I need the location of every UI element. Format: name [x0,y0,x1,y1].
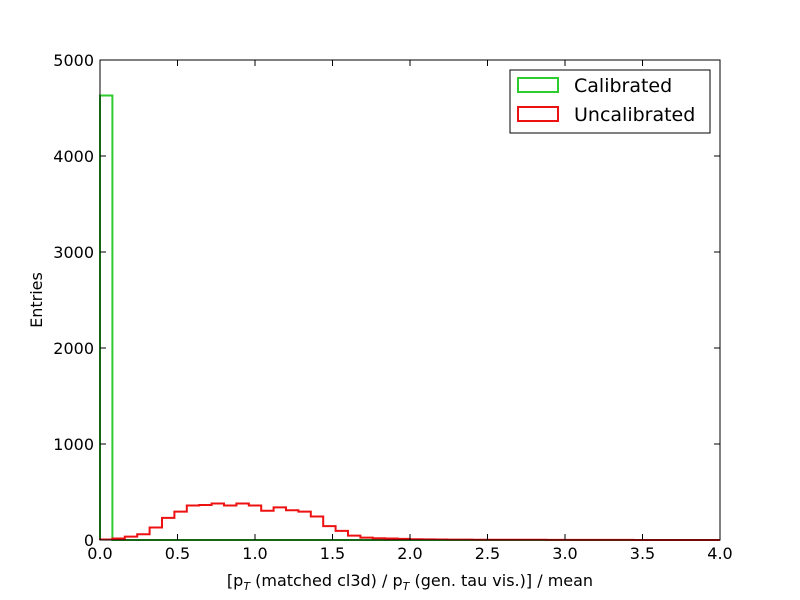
y-tick-label: 5000 [53,51,94,70]
x-axis-title: [pT (matched cl3d) / pT (gen. tau vis.)]… [227,571,593,593]
y-tick-label: 4000 [53,147,94,166]
x-axis-title-sub-2: T [403,580,411,593]
y-tick-label: 0 [84,531,94,550]
x-tick-label: 2.0 [397,544,422,563]
x-tick-label: 2.5 [475,544,500,563]
y-axis-title: Entries [27,272,46,328]
x-tick-label: 3.0 [552,544,577,563]
x-axis-title-sub-1: T [243,580,251,593]
x-axis-title-part-3: (gen. tau vis.)] / mean [409,571,593,590]
y-tick-label: 2000 [53,339,94,358]
x-tick-label: 4.0 [707,544,732,563]
y-tick-label: 3000 [53,243,94,262]
legend-swatch-uncalibrated [517,106,559,122]
legend-label-uncalibrated: Uncalibrated [574,104,695,126]
x-tick-label: 3.5 [630,544,655,563]
x-axis-title-part-2: (matched cl3d) / p [250,571,403,590]
legend-swatch-calibrated [517,77,559,93]
legend-box [509,69,711,134]
legend-label-calibrated: Calibrated [574,75,672,97]
y-tick-label: 1000 [53,435,94,454]
x-tick-label: 0.5 [165,544,190,563]
plot-area-frame [99,59,721,541]
legend: Calibrated Uncalibrated [509,69,711,134]
x-tick-label: 1.5 [320,544,345,563]
ticks-layer: 0.0 0.5 1.0 1.5 2.0 2.5 3.0 3.5 4.0 0 1000 2000 3000… [53,51,732,563]
x-axis-title-part-1: [p [227,571,243,590]
x-tick-label: 0.0 [87,544,112,563]
x-tick-label: 1.0 [242,544,267,563]
